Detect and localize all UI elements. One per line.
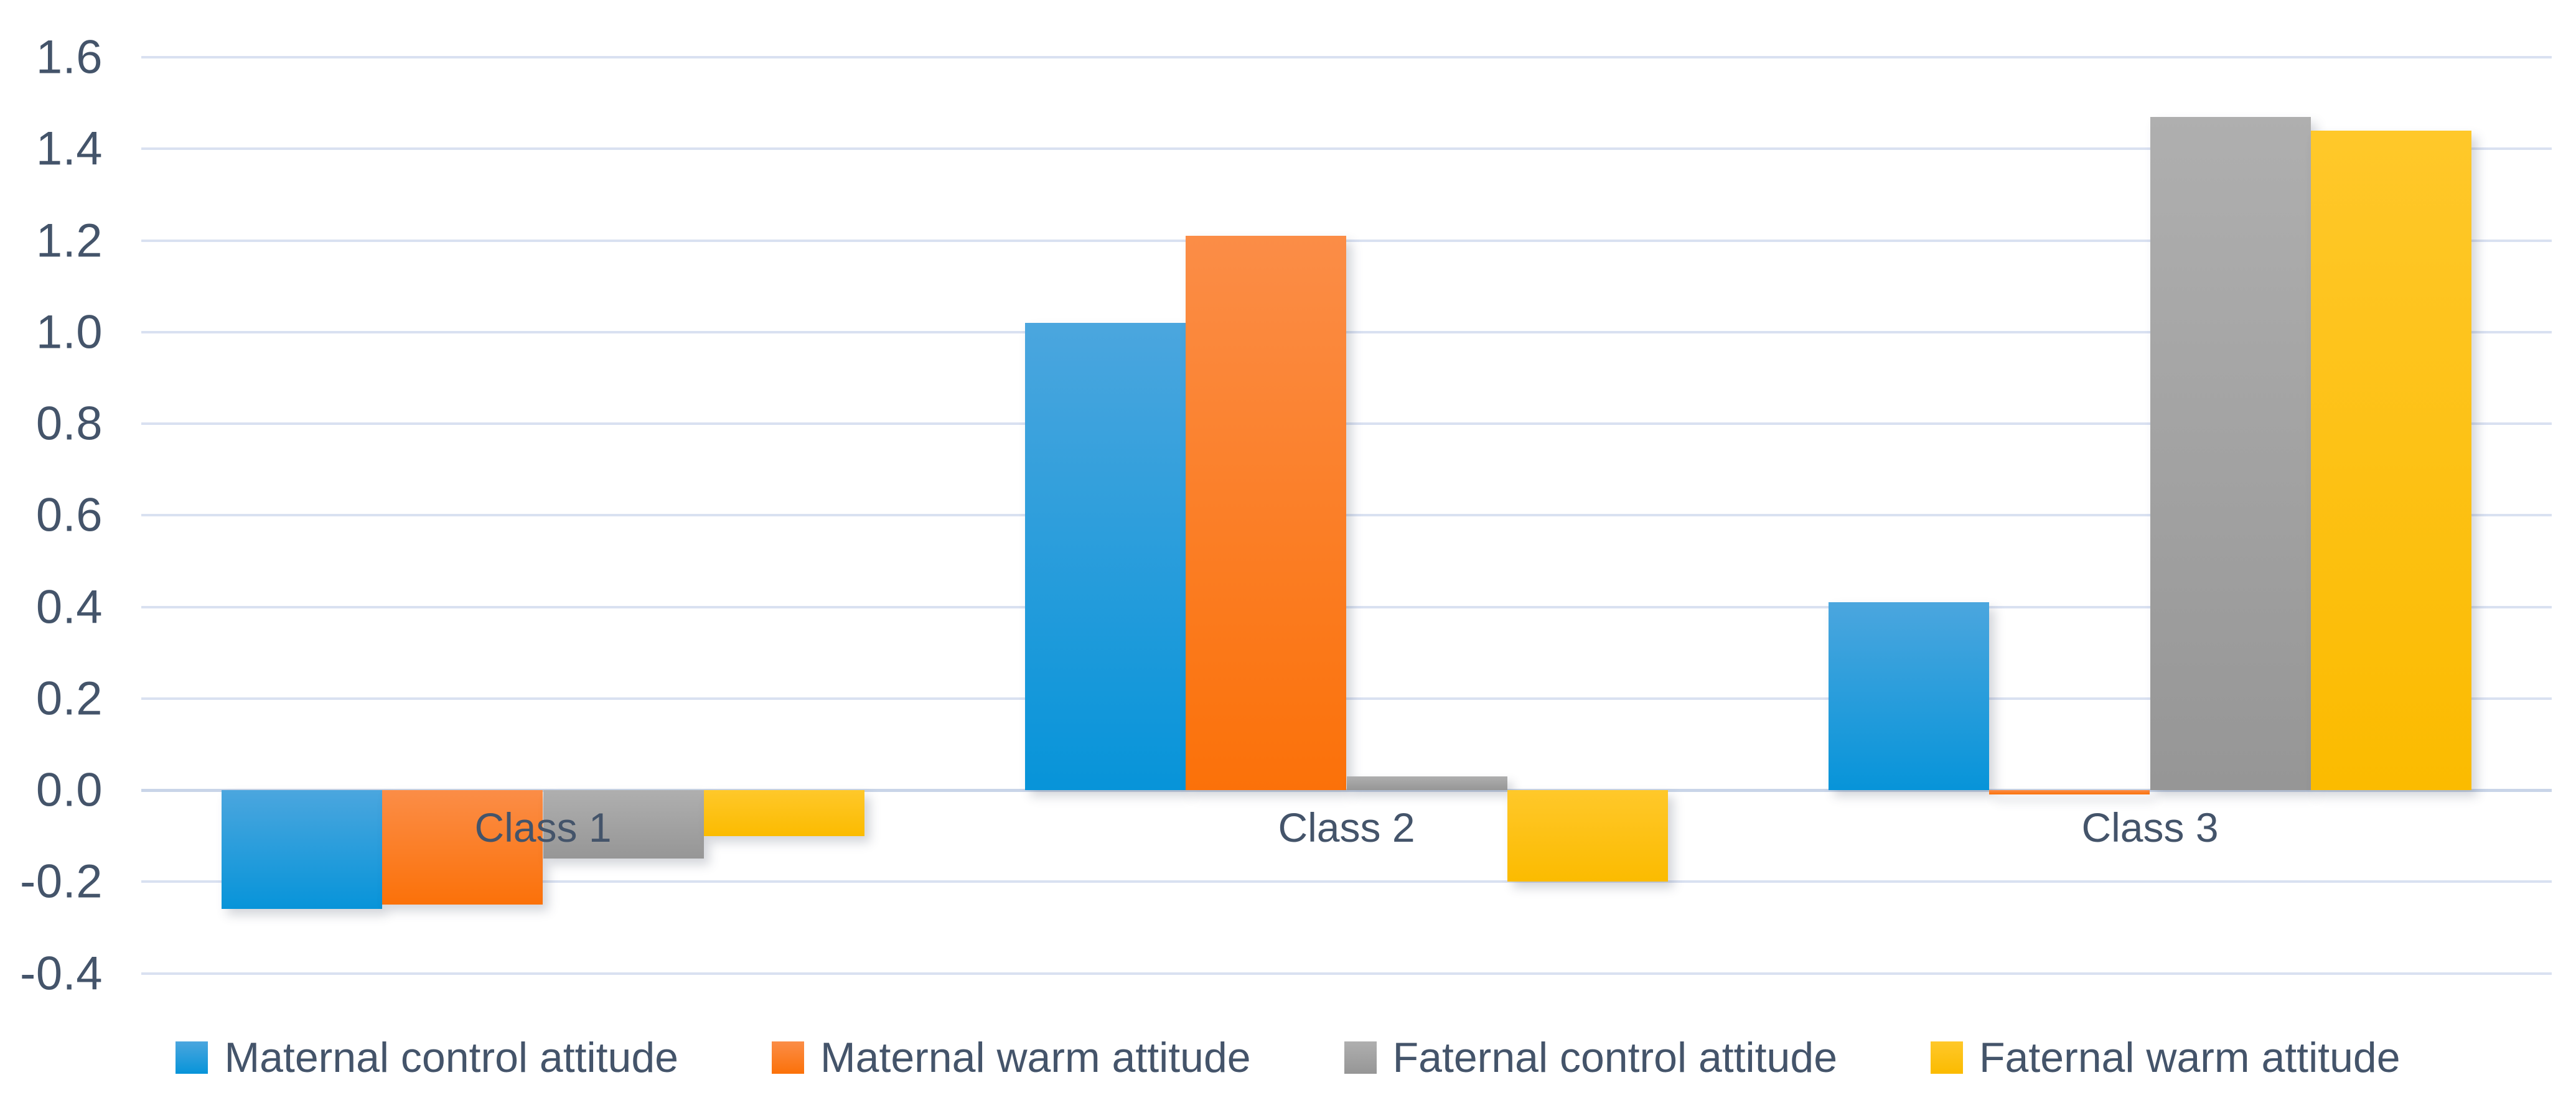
bar-maternal-control-attitude-class-1 xyxy=(222,790,383,910)
y-tick-label: 0.8 xyxy=(35,397,103,450)
legend: Maternal control attitude Maternal warm a… xyxy=(0,1023,2576,1092)
bar-faternal-control-attitude-class-3 xyxy=(2150,116,2311,790)
y-tick-label: 1.0 xyxy=(35,305,103,359)
legend-swatch xyxy=(1344,1041,1377,1074)
plot-area: Class 1 Class 2 Class 3 xyxy=(141,56,2552,975)
legend-item-maternal-warm-attitude: Maternal warm attitude xyxy=(771,1033,1251,1082)
legend-label: Faternal warm attitude xyxy=(1979,1034,2400,1081)
legend-label: Maternal warm attitude xyxy=(820,1034,1251,1081)
gridline xyxy=(141,330,2552,333)
y-axis-tick-labels: 1.6 1.4 1.2 1.0 0.8 0.6 0.4 0.2 0.0 -0.2 -0.4 xyxy=(0,0,103,1108)
y-tick-label: 0.6 xyxy=(35,488,103,542)
bar-faternal-warm-attitude-class-3 xyxy=(2310,130,2471,790)
y-tick-label: 1.4 xyxy=(35,122,103,175)
bar-faternal-warm-attitude-class-1 xyxy=(703,790,864,836)
bar-maternal-control-attitude-class-3 xyxy=(1829,602,1990,790)
gridline xyxy=(141,605,2552,608)
legend-label: Maternal control attitude xyxy=(224,1034,678,1081)
bar-maternal-warm-attitude-class-1 xyxy=(382,790,543,905)
bar-faternal-control-attitude-class-2 xyxy=(1346,776,1507,790)
legend-label: Faternal control attitude xyxy=(1392,1034,1838,1081)
gridline xyxy=(141,697,2552,700)
legend-item-faternal-control-attitude: Faternal control attitude xyxy=(1344,1033,1837,1082)
category-label: Class 3 xyxy=(2081,804,2219,850)
bar-maternal-warm-attitude-class-2 xyxy=(1186,236,1347,790)
y-tick-label: 0.2 xyxy=(35,672,103,725)
gridline xyxy=(141,514,2552,517)
y-tick-label: -0.2 xyxy=(20,855,103,908)
gridline xyxy=(141,972,2552,975)
bar-maternal-control-attitude-class-2 xyxy=(1025,323,1186,790)
y-tick-label: 1.2 xyxy=(35,214,103,267)
y-tick-label: 1.6 xyxy=(35,30,103,84)
gridline xyxy=(141,880,2552,883)
legend-swatch xyxy=(1931,1041,1964,1074)
gridline xyxy=(141,239,2552,242)
zero-gridline xyxy=(141,788,2552,792)
y-tick-label: -0.4 xyxy=(20,947,103,1000)
category-label: Class 1 xyxy=(474,804,612,850)
category-label: Class 2 xyxy=(1278,804,1415,850)
gridline xyxy=(141,147,2552,151)
bar-faternal-warm-attitude-class-2 xyxy=(1507,790,1668,882)
bar-faternal-control-attitude-class-1 xyxy=(543,790,704,859)
y-tick-label: 0.4 xyxy=(35,580,103,633)
legend-item-maternal-control-attitude: Maternal control attitude xyxy=(176,1033,678,1082)
legend-swatch xyxy=(176,1041,208,1074)
legend-item-faternal-warm-attitude: Faternal warm attitude xyxy=(1931,1033,2400,1082)
y-tick-label: 0.0 xyxy=(35,763,103,817)
gridline xyxy=(141,56,2552,58)
bar-maternal-warm-attitude-class-3 xyxy=(1989,790,2150,795)
gridline xyxy=(141,422,2552,425)
legend-swatch xyxy=(771,1041,804,1074)
